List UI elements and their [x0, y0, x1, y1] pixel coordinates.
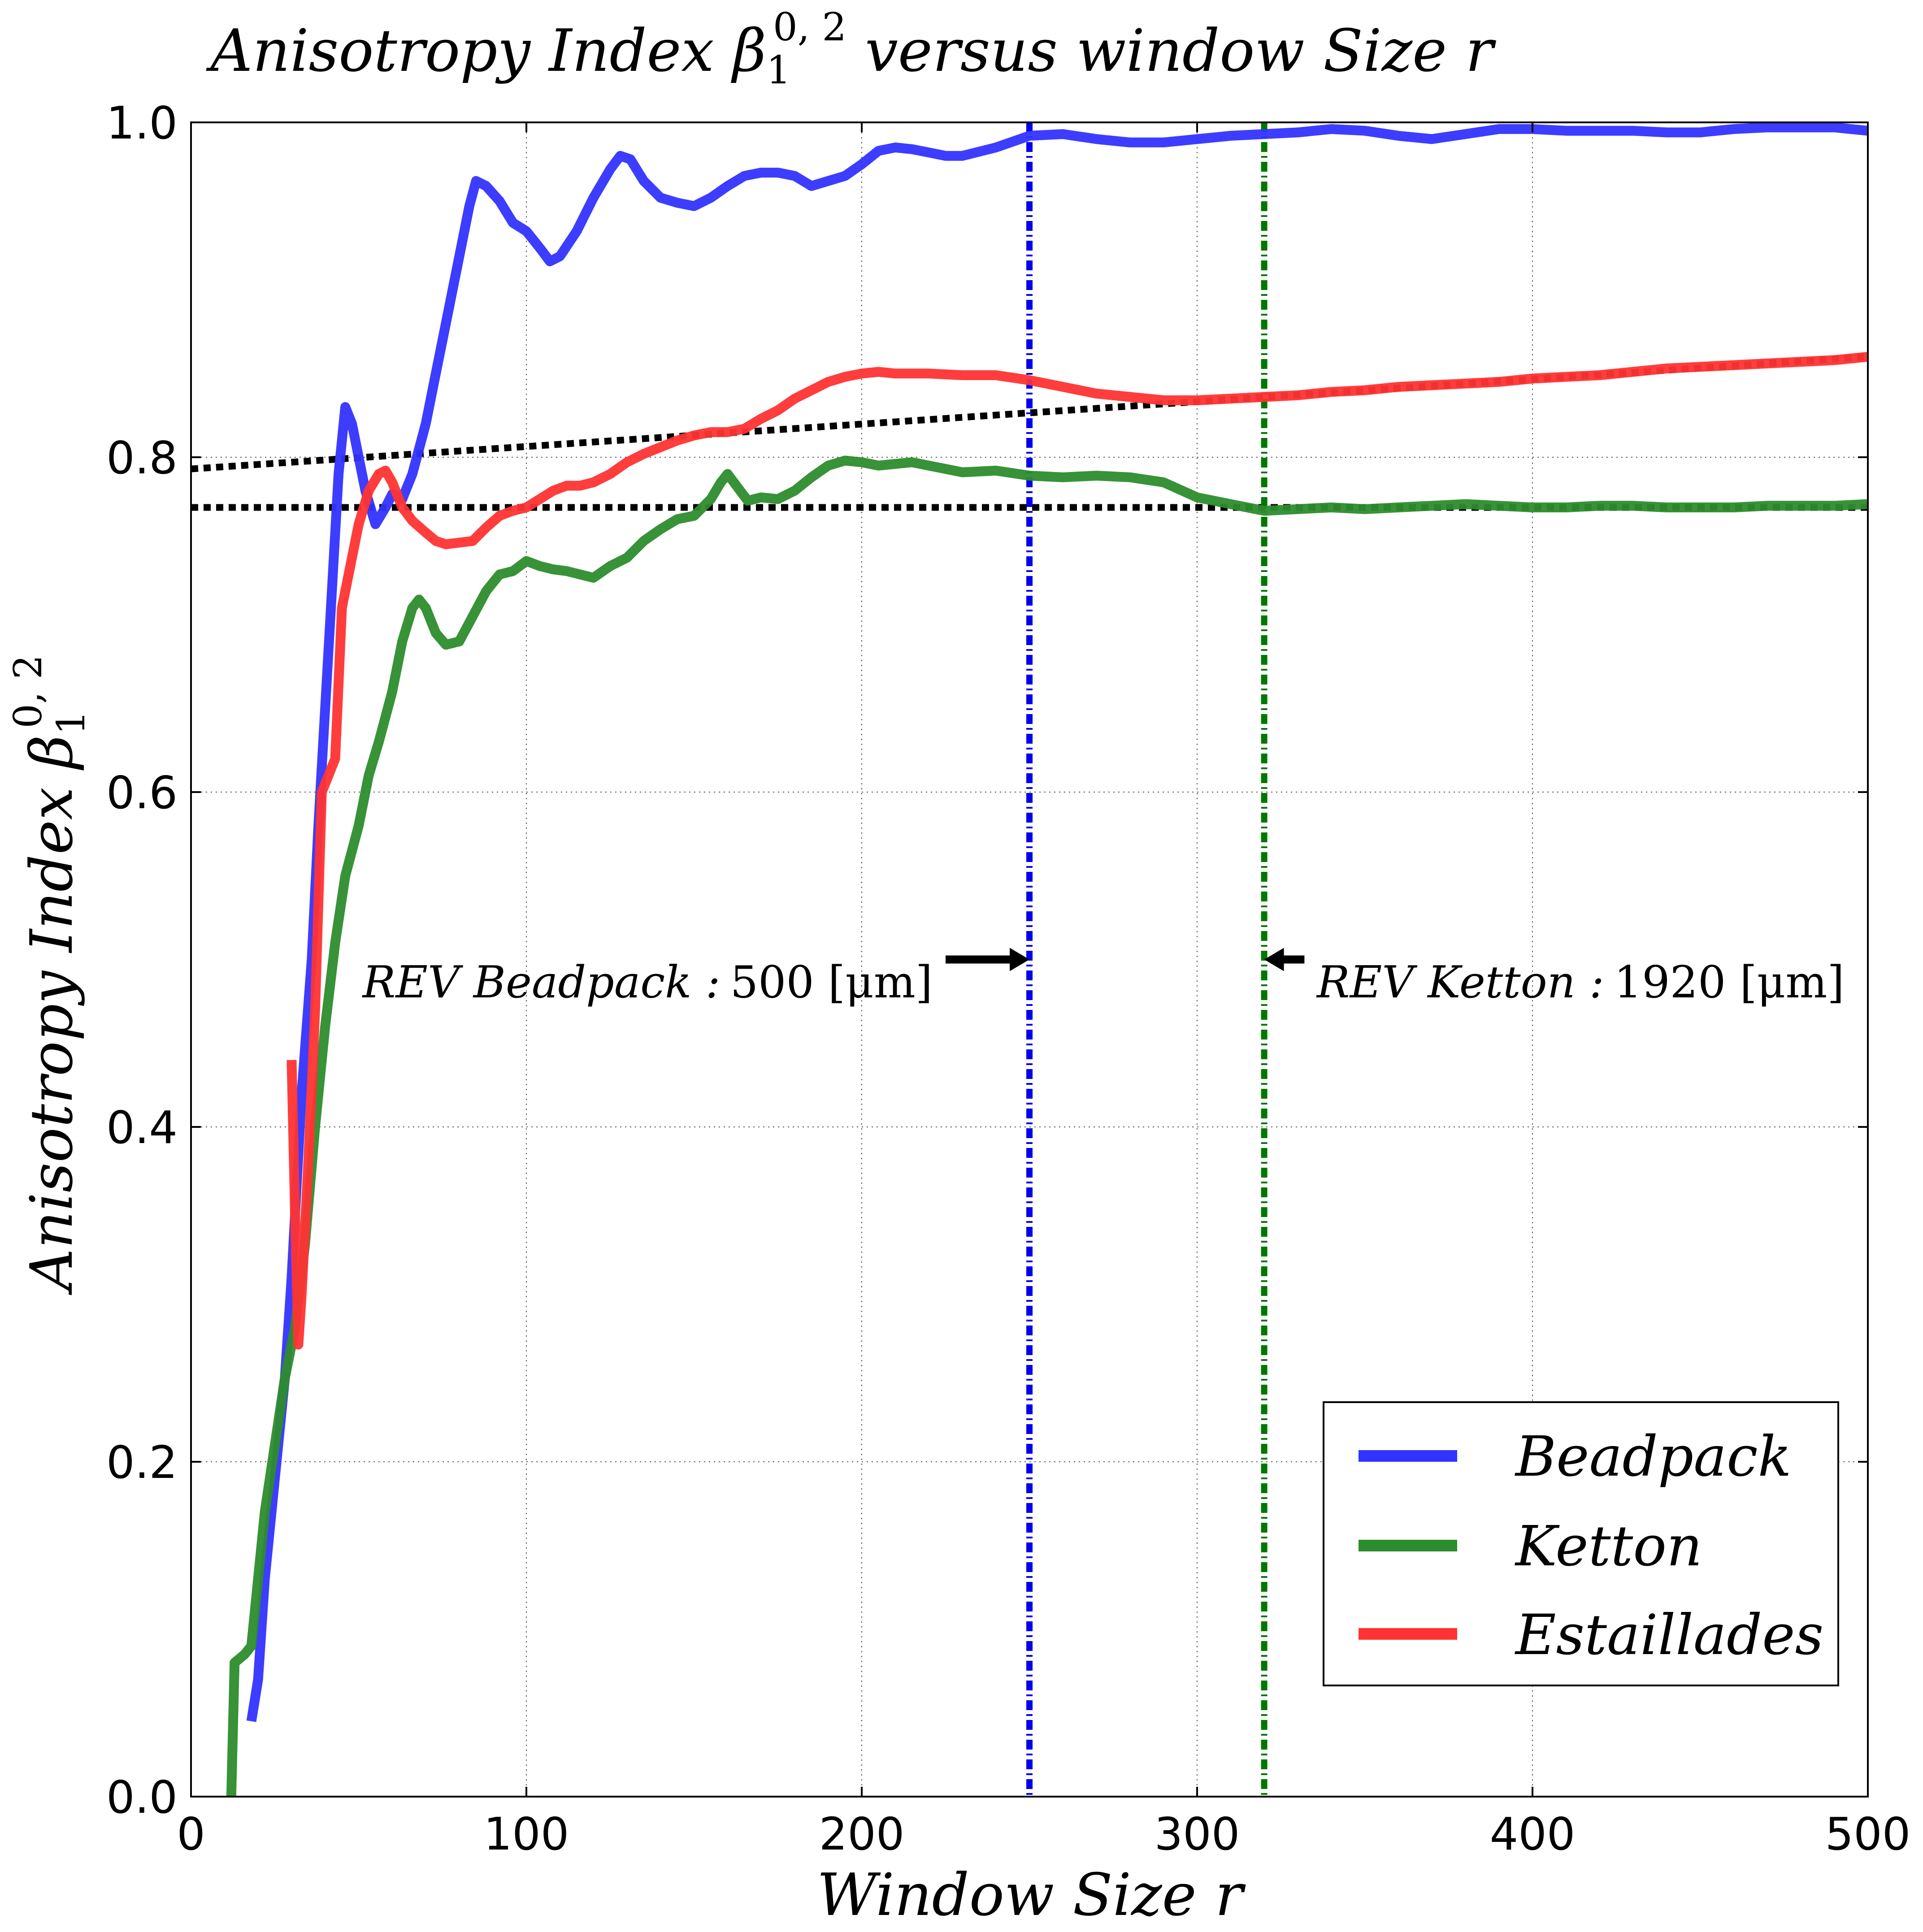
- x-tick-label-1: 100: [484, 1808, 569, 1860]
- rev-arrow-head-1: [1264, 948, 1284, 971]
- x-tick-label-0: 0: [177, 1808, 205, 1860]
- y-axis-label: Anisotropy Index β10, 2: [6, 655, 94, 1295]
- series-lines: [226, 122, 1869, 1797]
- chart-title: Anisotropy Index β10, 2 versus window Si…: [206, 5, 1496, 93]
- series-line-ketton: [226, 455, 1868, 1797]
- x-tick-label-5: 500: [1825, 1808, 1911, 1860]
- series-line-estaillades: [286, 351, 1869, 1350]
- rev-annotations: [946, 948, 1305, 971]
- y-tick-label-3: 0.6: [106, 767, 178, 819]
- x-tick-label-2: 200: [819, 1808, 905, 1860]
- y-axis-label-main: Anisotropy Index: [17, 769, 86, 1295]
- legend-label-estaillades: Estaillades: [1515, 1603, 1823, 1668]
- chart-title-symbol: β: [730, 17, 766, 85]
- y-axis-label-symbol: β: [17, 735, 86, 771]
- y-tick-label-4: 0.8: [106, 432, 178, 484]
- chart-title-main: Anisotropy Index: [206, 17, 733, 85]
- x-axis-label: Window Size r: [817, 1861, 1246, 1929]
- rev-ketton-annotation: REV Ketton :1920 [μm]: [1316, 957, 1845, 1008]
- axis-ticks: 0 100 200 300 400 500 0.0 0.2 0.4 0.6 0.8 1.0: [106, 97, 1910, 1860]
- x-tick-label-4: 400: [1490, 1808, 1576, 1860]
- y-tick-label-5: 1.0: [106, 97, 178, 149]
- y-tick-label-0: 0.0: [106, 1771, 178, 1824]
- x-tick-label-3: 300: [1155, 1808, 1240, 1860]
- rev-beadpack-label: REV Beadpack :: [362, 957, 721, 1008]
- chart-title-sub: 1: [766, 48, 791, 93]
- plot-frame: [190, 121, 1869, 1798]
- legend-label-beadpack: Beadpack: [1515, 1425, 1792, 1489]
- y-tick-label-2: 0.4: [106, 1101, 178, 1154]
- y-axis-label-sup: 0, 2: [6, 655, 51, 728]
- series-line-beadpack: [246, 122, 1869, 1722]
- y-tick-label-1: 0.2: [106, 1436, 178, 1489]
- rev-ketton-label: REV Ketton :: [1316, 957, 1604, 1008]
- y-axis-label-sub: 1: [49, 710, 94, 735]
- rev-arrow-head-0: [1010, 948, 1029, 971]
- rev-ketton-value: 1920 [μm]: [1614, 957, 1845, 1008]
- chart-title-tail: versus window Size r: [846, 17, 1496, 85]
- rev-beadpack-annotation: REV Beadpack :500 [μm]: [362, 957, 933, 1008]
- chart-title-sup: 0, 2: [773, 5, 846, 50]
- legend: Beadpack Ketton Estaillades: [1323, 1401, 1839, 1686]
- rev-beadpack-value: 500 [μm]: [730, 957, 933, 1008]
- legend-label-ketton: Ketton: [1515, 1514, 1702, 1579]
